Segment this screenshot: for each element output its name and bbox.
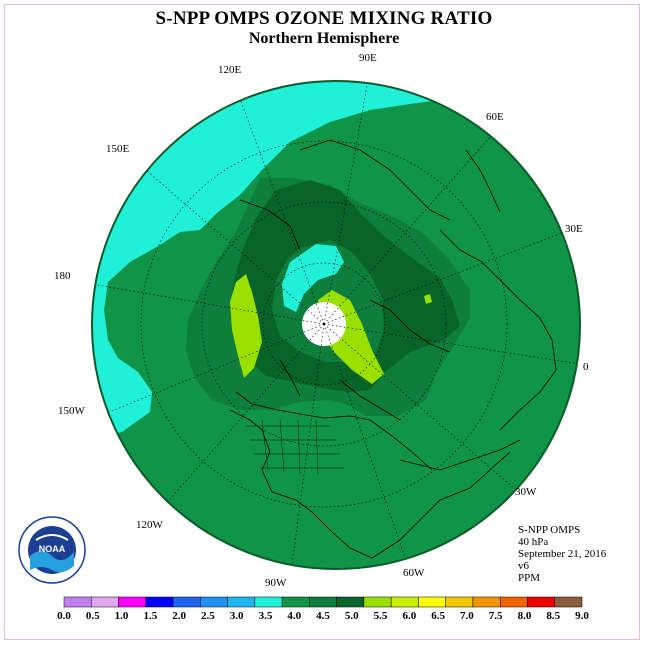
latitude-lines — [140, 140, 508, 508]
lon-label-60e: 60E — [486, 111, 504, 123]
colorbar-swatch — [91, 596, 119, 608]
colorbar-swatch — [118, 596, 147, 608]
colorbar-swatch — [554, 596, 583, 608]
colorbar-swatch — [527, 596, 555, 608]
colorbar-swatch — [227, 596, 256, 608]
lon-label-30e: 30E — [565, 223, 583, 235]
meridian-lines — [92, 81, 580, 569]
colorbar-swatch — [336, 596, 365, 608]
lon-label-120e: 120E — [218, 64, 242, 76]
ozone-max-lobe-west — [230, 274, 262, 378]
lon-label-90e: 90E — [359, 52, 377, 64]
colorbar-tick-label: 2.0 — [172, 610, 186, 622]
colorbar-swatch — [390, 596, 419, 608]
colorbar-tick-label: 8.5 — [546, 610, 560, 622]
colorbar-tick-label: 1.5 — [143, 610, 157, 622]
colorbar-tick-label: 7.5 — [489, 610, 503, 622]
colorbar-swatch — [172, 596, 201, 608]
colorbar-swatch — [499, 596, 528, 608]
lon-label-30w: 30W — [515, 486, 537, 498]
map-subtitle: Northern Hemisphere — [248, 30, 400, 47]
colorbar-tick-label: 0.0 — [57, 610, 71, 622]
coastlines — [229, 139, 557, 559]
colorbar-tick-label: 0.5 — [86, 610, 100, 622]
us-state-lines — [246, 419, 344, 475]
colorbar-tick-label: 4.5 — [316, 610, 330, 622]
noaa-logo-text: NOAA — [39, 544, 66, 554]
colorbar-swatch — [254, 596, 283, 608]
lon-label-90w: 90W — [265, 577, 287, 589]
colorbar-swatch — [145, 596, 174, 608]
lon-label-0: 0 — [583, 361, 589, 373]
colorbar-tick-label: 1.0 — [115, 610, 129, 622]
ozone-polar-low — [282, 244, 344, 312]
colorbar: 0.0 0.5 1.0 1.5 2.0 2.5 3.0 3.5 4.0 4.5 5.0 5.5 6.0 6… — [57, 596, 589, 622]
lon-label-150w: 150W — [58, 405, 86, 417]
colorbar-swatch — [363, 596, 392, 608]
lon-label-60w: 60W — [403, 567, 425, 579]
colorbar-swatch — [472, 596, 501, 608]
map-title: S-NPP OMPS OZONE MIXING RATIO — [155, 8, 493, 29]
info-panel: S-NPP OMPS 40 hPa September 21, 2016 v6 … — [518, 524, 638, 584]
colorbar-tick-label: 3.0 — [230, 610, 244, 622]
ozone-max-spot — [424, 294, 432, 304]
colorbar-swatch — [309, 596, 337, 608]
info-units: PPM — [518, 572, 541, 584]
colorbar-tick-label: 4.0 — [287, 610, 301, 622]
colorbar-swatch — [445, 596, 474, 608]
colorbar-swatch — [200, 596, 228, 608]
colorbar-swatch — [418, 596, 446, 608]
colorbar-swatch — [281, 596, 310, 608]
lon-label-180: 180 — [54, 270, 71, 282]
info-version: v6 — [518, 560, 529, 572]
map-border — [91, 80, 581, 570]
ozone-band-3.5-4.0 — [92, 81, 450, 460]
lon-label-120w: 120W — [136, 519, 164, 531]
info-date: September 21, 2016 — [518, 548, 607, 560]
info-instrument: S-NPP OMPS — [518, 524, 581, 536]
colorbar-tick-label: 6.5 — [431, 610, 445, 622]
colorbar-tick-label: 5.0 — [345, 610, 359, 622]
info-level: 40 hPa — [518, 536, 549, 548]
colorbar-tick-label: 5.5 — [374, 610, 388, 622]
colorbar-tick-label: 8.0 — [518, 610, 532, 622]
colorbar-tick-label: 9.0 — [575, 610, 589, 622]
colorbar-swatch — [63, 596, 92, 608]
colorbar-tick-label: 3.5 — [259, 610, 273, 622]
noaa-logo: NOAA — [18, 516, 86, 584]
colorbar-tick-label: 2.5 — [201, 610, 215, 622]
colorbar-tick-label: 7.0 — [460, 610, 474, 622]
lon-label-150e: 150E — [106, 143, 130, 155]
colorbar-tick-label: 6.0 — [402, 610, 416, 622]
